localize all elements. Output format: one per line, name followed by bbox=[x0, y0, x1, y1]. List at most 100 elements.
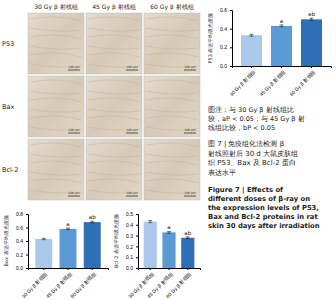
x-tick-mark bbox=[68, 268, 69, 270]
y-tick-label: 0.0 bbox=[126, 265, 133, 271]
tissue-fiber bbox=[88, 17, 140, 21]
scale-bar bbox=[184, 196, 196, 197]
row-label: Bcl-2 bbox=[2, 166, 18, 174]
tissue-fiber bbox=[146, 80, 198, 84]
scale-label: 100 μm bbox=[68, 128, 80, 132]
y-tick-label: 0.4 bbox=[16, 238, 23, 244]
error-bar bbox=[186, 237, 190, 239]
x-tick-mark bbox=[92, 268, 93, 270]
tissue-fiber bbox=[30, 109, 82, 112]
y-tick: 0.6 bbox=[220, 7, 232, 13]
y-tick-label: 0.3 bbox=[126, 233, 133, 239]
y-tick: 0.2 bbox=[220, 44, 232, 50]
scale-label: 100 μm bbox=[126, 65, 138, 69]
tissue-fiber bbox=[30, 154, 82, 157]
x-tick-label: 30 Gy β 射线组 bbox=[228, 69, 256, 97]
caption-en: Figure 7 | Effects of bbox=[208, 186, 284, 194]
column-label: 60 Gy β 射线组 bbox=[150, 3, 193, 11]
error-bar bbox=[167, 231, 171, 233]
y-tick-mark bbox=[136, 236, 138, 237]
figure: 30 Gy β 射线组45 Gy β 射线组60 Gy β 射线组P53100 … bbox=[0, 0, 336, 300]
y-tick: 0.2 bbox=[16, 252, 28, 258]
tissue-fiber bbox=[30, 143, 82, 147]
row-label: P53 bbox=[2, 40, 14, 48]
row-label: Bax bbox=[2, 103, 14, 111]
x-axis-line bbox=[139, 269, 201, 271]
column-label: 30 Gy β 射线组 bbox=[34, 3, 77, 11]
y-tick: 0.3 bbox=[126, 233, 138, 239]
x-tick-mark bbox=[43, 268, 44, 270]
scale-bar bbox=[126, 196, 138, 197]
tissue-fiber bbox=[30, 91, 82, 94]
x-tick-mark bbox=[169, 268, 170, 270]
tissue-fiber bbox=[88, 53, 140, 57]
tissue-fiber bbox=[88, 28, 140, 31]
caption-cn: 织 P53、Bax 及 Bcl-2 蛋白 bbox=[208, 159, 296, 167]
tissue-fiber bbox=[146, 28, 198, 31]
x-tick-label: 60 Gy β 射线组 bbox=[69, 271, 97, 299]
y-axis-line bbox=[26, 215, 29, 269]
x-tick-label: 60 Gy β 射线组 bbox=[164, 271, 192, 299]
y-tick: 0.4 bbox=[126, 222, 138, 228]
y-tick: 0.0 bbox=[16, 265, 28, 271]
y-tick: 0.8 bbox=[16, 211, 28, 217]
x-tick-label: 45 Gy β 射线组 bbox=[258, 69, 286, 97]
tissue-fiber bbox=[88, 172, 140, 175]
scale-bar bbox=[68, 196, 80, 197]
x-axis: 30 Gy β 射线组45 Gy β 射线组60 Gy β 射线组 bbox=[228, 66, 331, 97]
y-axis-title: Bcl-2 表达平均吸光度值 bbox=[113, 214, 119, 268]
y-tick-mark bbox=[230, 47, 232, 48]
scale-bar bbox=[68, 70, 80, 71]
y-tick-mark bbox=[26, 241, 28, 242]
y-tick-label: 0.4 bbox=[126, 222, 133, 228]
y-tick-label: 0.4 bbox=[220, 26, 227, 32]
scale-bar bbox=[126, 70, 138, 71]
bar bbox=[181, 238, 194, 268]
micrograph-grid: 30 Gy β 射线组 45 Gy β 射线组 60 Gy β 射线组 P53 100 … bbox=[2, 3, 200, 200]
column-label: 45 Gy β 射线组 bbox=[92, 3, 135, 11]
bar bbox=[301, 19, 322, 66]
tissue-fiber bbox=[88, 46, 140, 49]
scale-label: 100 μm bbox=[68, 65, 80, 69]
bars bbox=[144, 220, 195, 268]
y-tick-label: 0.2 bbox=[16, 252, 23, 258]
x-tick: 60 Gy β 射线组 bbox=[288, 66, 316, 97]
tissue-fiber bbox=[88, 161, 140, 165]
micrograph bbox=[86, 139, 142, 200]
y-tick: 0.6 bbox=[16, 225, 28, 231]
x-tick: 60 Gy β 射线组 bbox=[69, 268, 97, 299]
micrograph bbox=[86, 76, 142, 137]
tissue-fiber bbox=[88, 179, 140, 183]
tissue-fiber bbox=[146, 161, 198, 165]
bar bbox=[144, 222, 157, 268]
tissue-fiber bbox=[146, 17, 198, 21]
micrograph bbox=[144, 76, 200, 137]
y-axis: 0.00.20.40.6 bbox=[220, 7, 232, 69]
y-tick-mark bbox=[230, 29, 232, 30]
tissue-fiber bbox=[146, 98, 198, 102]
x-tick-label: 60 Gy β 射线组 bbox=[288, 69, 316, 97]
figure-note: 较，aP < 0.05；与 45 Gy β 射 bbox=[208, 115, 305, 123]
tissue-fiber bbox=[146, 46, 198, 49]
y-tick-mark bbox=[26, 228, 28, 229]
tissue-fiber bbox=[30, 161, 82, 165]
y-tick: 0.1 bbox=[126, 254, 138, 260]
bar bbox=[271, 26, 292, 66]
caption-cn: 射线照射后 30 d 大鼠皮肤组 bbox=[208, 150, 298, 158]
x-tick: 30 Gy β 射线组 bbox=[228, 66, 256, 97]
x-tick-mark bbox=[187, 268, 188, 270]
bar bbox=[60, 229, 77, 268]
tissue-fiber bbox=[146, 116, 198, 120]
x-tick-mark bbox=[150, 268, 151, 270]
tissue-fiber bbox=[88, 35, 140, 39]
scale-label: 100 μm bbox=[184, 191, 196, 195]
bar-chart: 0.00.20.40.60.830 Gy β 射线组45 Gy β 射线组60 … bbox=[3, 211, 109, 299]
bars bbox=[35, 221, 100, 268]
x-tick-mark bbox=[251, 66, 252, 68]
tissue-fiber bbox=[146, 143, 198, 147]
tissue-fiber bbox=[146, 91, 198, 94]
tissue-fiber bbox=[146, 109, 198, 112]
y-axis: 0.00.10.20.30.40.5 bbox=[126, 211, 138, 271]
bars bbox=[241, 18, 322, 66]
caption-en: different doses of β-ray on bbox=[208, 195, 310, 203]
